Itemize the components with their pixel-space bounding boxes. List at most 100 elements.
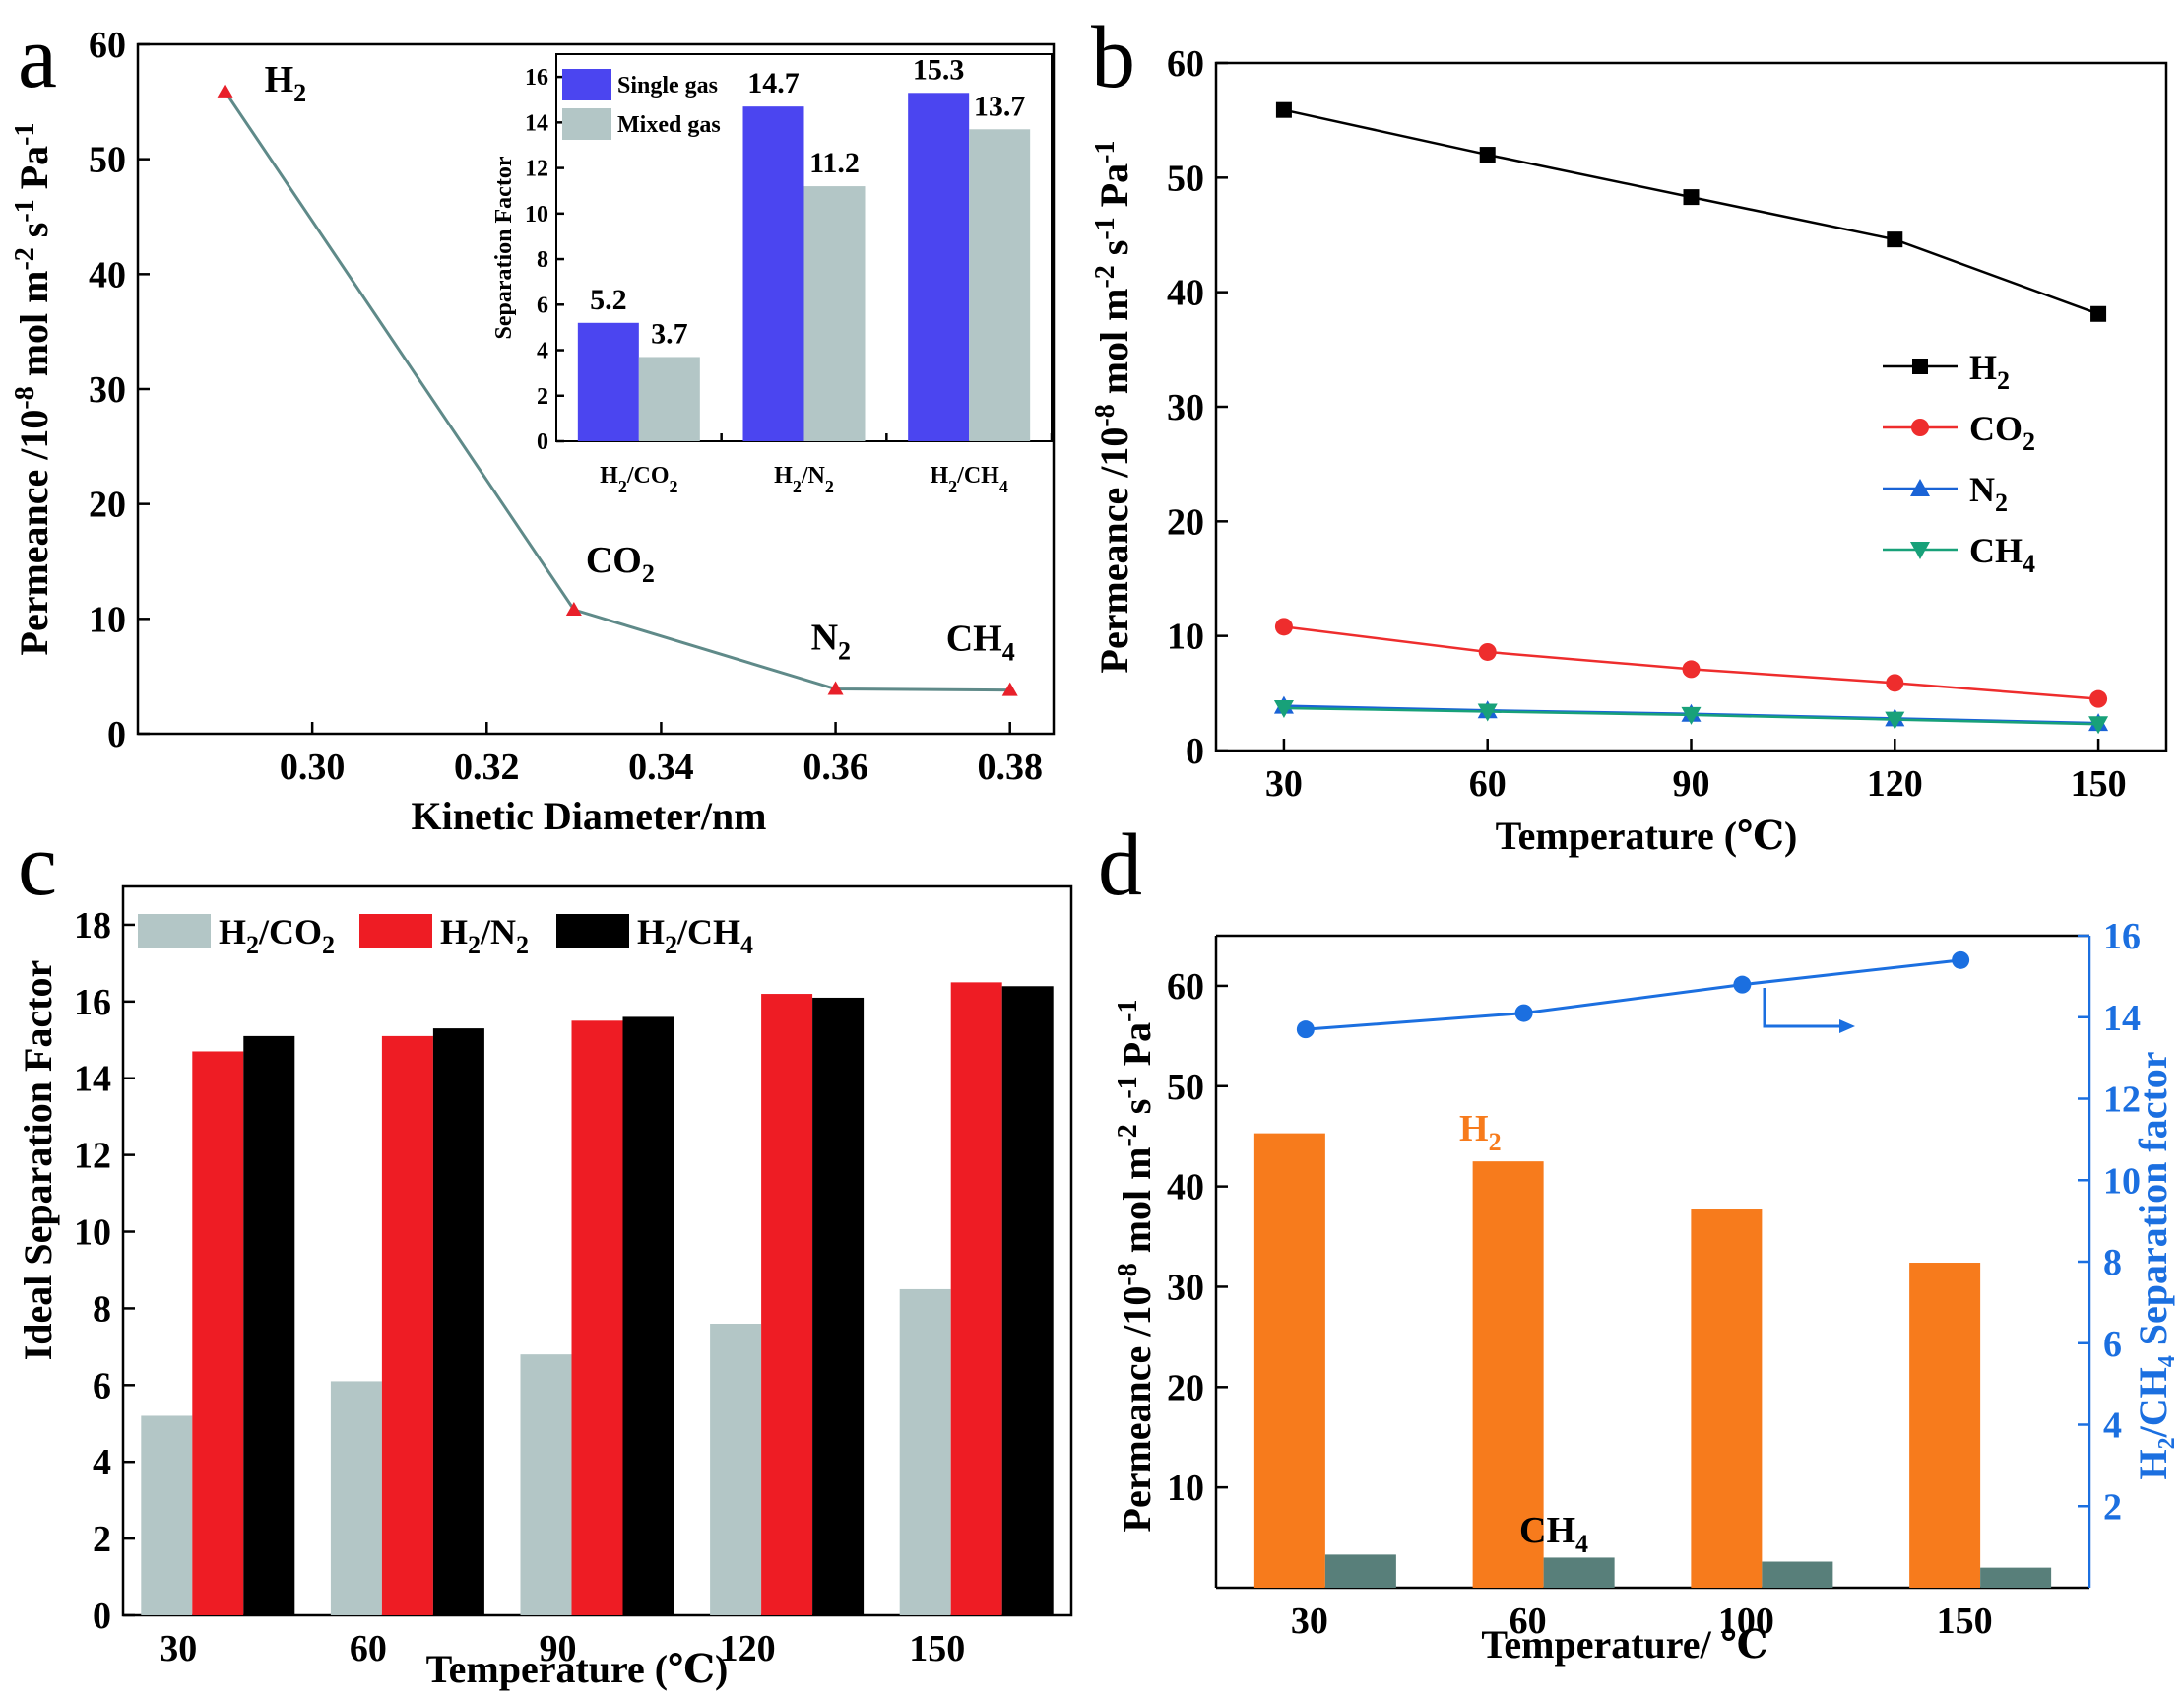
panel-a-line [224, 90, 1010, 692]
panel-b-ytick-label-4: 40 [1167, 273, 1204, 314]
panel-a-xtick-label-3: 0.36 [803, 747, 868, 788]
panel-d-ylabel: Permeance /10-8 mol m-2 s-1 Pa-1 [1113, 1000, 1159, 1533]
panel-a-ytick-label-1: 10 [89, 599, 126, 640]
panel-d-ytick-right-label-5: 12 [2103, 1079, 2141, 1121]
inset-legend-swatch-1 [562, 108, 611, 140]
panel-b-ytick-label-0: 0 [1186, 731, 1204, 772]
panel-a-xlabel: Kinetic Diameter/nm [412, 794, 767, 838]
panel-b-legend-label-2: N2 [1969, 470, 2008, 517]
panel-b-line-0 [1283, 108, 2099, 315]
panel-d-bar-h2-3 [1909, 1263, 1981, 1588]
inset-legend-label-1: Mixed gas [617, 112, 721, 138]
panel-d-ytick-label-5: 60 [1167, 966, 1204, 1008]
panel-c-ytick-label-7: 14 [74, 1059, 111, 1100]
inset-ytick-label-4: 8 [537, 247, 548, 273]
inset-ytick-label-6: 12 [525, 157, 548, 182]
inset-category-label-0: H2/CO2 [600, 463, 677, 496]
panel-a-ylabel: Permeance /10-8 mol m-2 s-1 Pa-1 [10, 123, 56, 656]
panel-b-ytick-label-2: 20 [1167, 501, 1204, 543]
panel-d-bar-h2-2 [1691, 1209, 1763, 1588]
panel-a-point-1 [565, 602, 582, 616]
inset-ylabel: Separation Factor [491, 156, 517, 339]
inset-bar-0-1 [742, 106, 804, 441]
panel-b-legend-marker-1 [1911, 419, 1929, 436]
panel-c-bar-0-1 [330, 1381, 382, 1615]
panel-c-ytick-label-5: 10 [74, 1212, 111, 1254]
panel-c-bar-2-0 [243, 1035, 295, 1615]
panel-d-sf-point-1 [1514, 1004, 1533, 1022]
panel-a-point-0 [217, 83, 233, 98]
panel-letter-b: b [1091, 9, 1135, 106]
panel-a-xtick-label-4: 0.38 [977, 747, 1043, 788]
panel-a-ytick-label-0: 0 [107, 714, 126, 755]
panel-c-bar-2-1 [432, 1028, 484, 1615]
panel-c-legend-swatch-2 [556, 914, 629, 948]
panel-a-point-label-0: H2 [265, 59, 307, 107]
panel-a-xtick-label-2: 0.34 [628, 747, 694, 788]
inset-bar-0-0 [577, 322, 639, 441]
inset-bar-value-0-1: 14.7 [747, 67, 800, 99]
panel-b-point-1-0 [1274, 618, 1293, 636]
panel-b-point-0-0 [1275, 101, 1292, 118]
panel-b-point-1-3 [1886, 674, 1904, 692]
panel-d-arrow-line [1763, 988, 1843, 1028]
panel-c-legend-label-2: H2/CH4 [637, 912, 753, 959]
panel-a-ytick-label-6: 60 [89, 25, 126, 66]
panel-b-point-0-4 [2090, 305, 2107, 322]
inset-bar-1-1 [803, 186, 866, 442]
panel-a-ytick-label-3: 30 [89, 369, 126, 411]
panel-d-ch4-label: CH4 [1519, 1510, 1588, 1558]
panel-b-ytick-label-6: 60 [1167, 43, 1204, 85]
panel-d-bar-ch4-2 [1762, 1561, 1833, 1588]
panel-b-legend-marker-3 [1910, 542, 1930, 559]
panel-d-bar-ch4-3 [1980, 1567, 2052, 1588]
panel-d-ytick-right-label-7: 16 [2103, 916, 2141, 957]
panel-b-point-0-3 [1887, 231, 1903, 248]
panel-d: 10 20 30 40 50 60 2 4 6 8 10 12 14 16 Permeance /10-8 … [1113, 916, 2175, 1642]
panel-c-bar-0-2 [520, 1354, 572, 1615]
panel-d-ytick-right-label-6: 14 [2103, 998, 2141, 1039]
panel-d-bar-ch4-0 [1324, 1554, 1396, 1588]
panel-b-ylabel: Permeance /10-8 mol m-2 s-1 Pa-1 [1090, 141, 1136, 674]
panel-d-xlabel: Temperature/ ℃ [1481, 1622, 1767, 1667]
panel-b-ytick-label-3: 30 [1167, 387, 1204, 428]
panel-b-point-1-2 [1682, 660, 1701, 679]
panel-d-xtick-label-2: 100 [1718, 1601, 1774, 1642]
panel-c-ytick-label-6: 12 [74, 1136, 111, 1177]
panel-c-ytick-label-9: 18 [74, 905, 111, 947]
inset-bar-value-1-2: 13.7 [974, 90, 1026, 122]
panel-c-bar-1-2 [571, 1020, 623, 1615]
inset-ytick-label-0: 0 [537, 429, 548, 455]
panel-d-ytick-right-label-4: 10 [2103, 1160, 2141, 1202]
panel-letter-c: c [18, 817, 57, 914]
panel-d-h2-label: H2 [1459, 1108, 1502, 1156]
panel-letter-a: a [18, 9, 57, 106]
panel-c-legend-label-1: H2/N2 [440, 912, 529, 959]
panel-d-xtick-label-0: 30 [1291, 1601, 1328, 1642]
panel-d-ytick-label-4: 50 [1167, 1067, 1204, 1108]
panel-d-ytick-label-3: 40 [1167, 1167, 1204, 1209]
panel-a-point-label-1: CO2 [586, 540, 655, 588]
panel-b-legend-label-0: H2 [1969, 348, 2010, 395]
panel-d-ytick-label-1: 20 [1167, 1367, 1204, 1408]
panel-c-xtick-label-1: 60 [350, 1628, 387, 1669]
panel-c-bar-1-0 [192, 1051, 244, 1615]
panel-c-ytick-label-8: 16 [74, 982, 111, 1023]
panel-c-bar-0-3 [710, 1324, 762, 1615]
panel-c-xlabel: Temperature (℃) [426, 1647, 729, 1691]
panel-c-ytick-label-4: 8 [93, 1288, 111, 1330]
panel-b-point-3-2 [1681, 706, 1702, 725]
panel-c-legend-swatch-1 [359, 914, 432, 948]
panel-d-ytick-right-label-2: 6 [2103, 1324, 2122, 1365]
panel-b-legend-label-3: CH4 [1969, 531, 2035, 578]
panel-d-bar-h2-0 [1253, 1133, 1325, 1588]
panel-c-bar-2-4 [1001, 986, 1054, 1615]
panel-b-point-3-3 [1885, 711, 1905, 730]
panel-d-sf-point-0 [1296, 1020, 1315, 1039]
panel-b-point-1-1 [1478, 642, 1497, 661]
panel-b-plot-frame [1214, 61, 2168, 752]
panel-c: 0 2 4 6 8 10 12 14 16 18 30 60 90 120 150 H2/CO2 H2/N2 H2… [74, 884, 1073, 1669]
inset-bar-value-1-1: 11.2 [809, 147, 860, 179]
inset-bar-0-2 [908, 93, 970, 442]
